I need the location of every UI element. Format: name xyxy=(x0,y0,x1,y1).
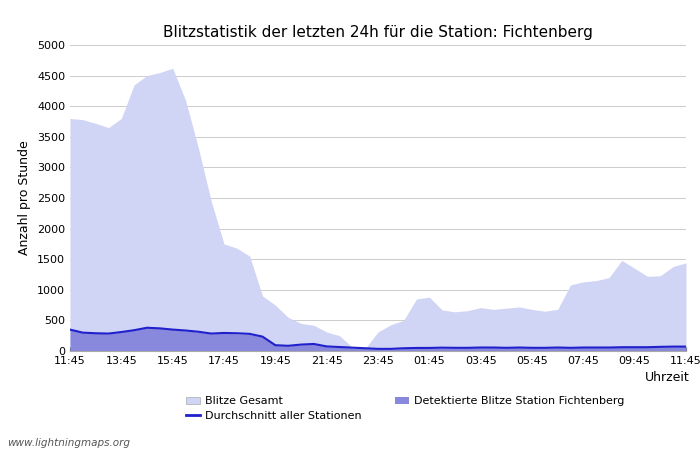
Text: www.lightningmaps.org: www.lightningmaps.org xyxy=(7,438,130,448)
Legend: Blitze Gesamt, Durchschnitt aller Stationen, Detektierte Blitze Station Fichtenb: Blitze Gesamt, Durchschnitt aller Statio… xyxy=(186,396,624,421)
Title: Blitzstatistik der letzten 24h für die Station: Fichtenberg: Blitzstatistik der letzten 24h für die S… xyxy=(163,25,593,40)
Text: Uhrzeit: Uhrzeit xyxy=(645,371,690,384)
Y-axis label: Anzahl pro Stunde: Anzahl pro Stunde xyxy=(18,140,32,256)
